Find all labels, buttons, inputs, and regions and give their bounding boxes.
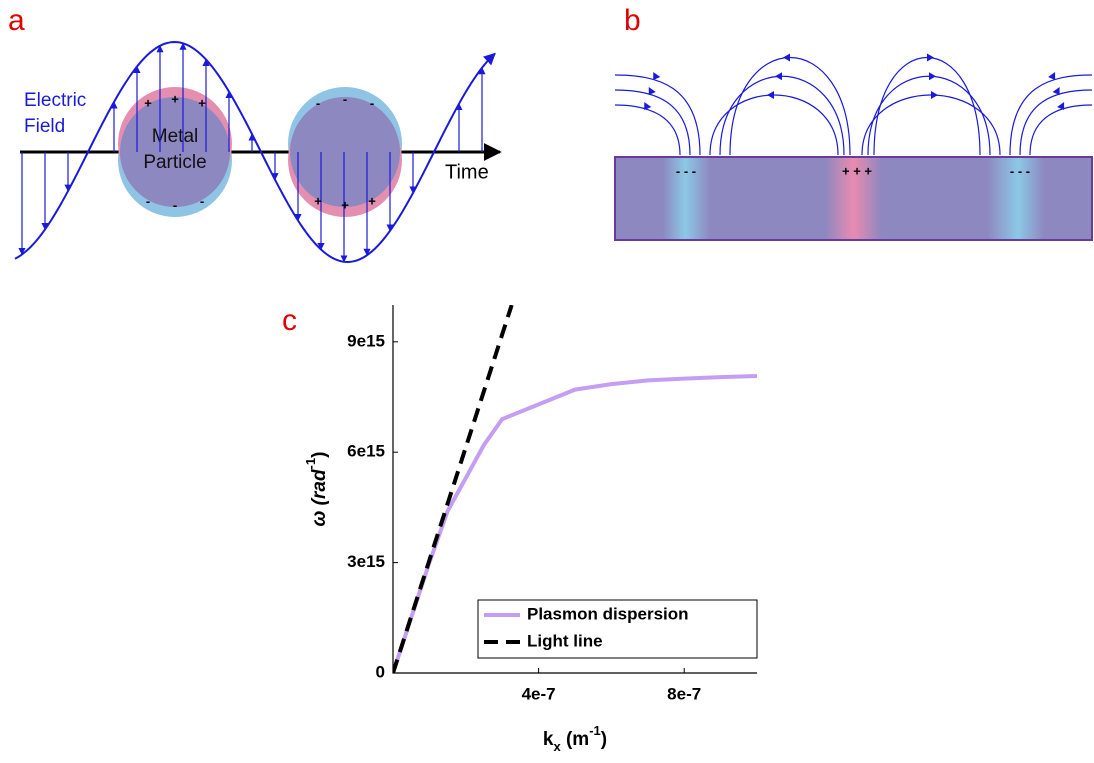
x-label-part: (m (561, 729, 590, 750)
y-tick-label: 0 (376, 662, 385, 681)
charge: + (144, 95, 152, 110)
field-arrow-head (1053, 87, 1060, 95)
x-tick-label: 4e-7 (522, 684, 556, 703)
field-arrow-head (644, 102, 651, 110)
x-label-part: ) (601, 729, 607, 750)
charge: - - - (676, 163, 696, 178)
charge: + + + (842, 163, 872, 178)
charge: + (314, 193, 322, 208)
field-arrow-head (653, 72, 660, 80)
field-line (710, 95, 838, 155)
x-axis-label: kx (m-1) (543, 723, 607, 754)
x-tick-label: 8e-7 (667, 684, 701, 703)
field-line (615, 105, 680, 155)
field-line (1030, 105, 1092, 155)
panel-label: b (624, 4, 641, 37)
particle (290, 97, 400, 207)
field-arrow-head (1057, 102, 1064, 110)
charge: + (198, 95, 206, 110)
particle-label: Particle (143, 152, 206, 173)
field-arrow-head (929, 72, 936, 80)
charge: - - - (1010, 163, 1030, 178)
charge: - (146, 193, 150, 208)
y-label-part: ) (309, 452, 330, 458)
charge: - (316, 95, 320, 110)
field-label: Electric (24, 90, 86, 111)
field-label: Field (24, 116, 65, 137)
y-label-part: ω (rad (309, 469, 330, 526)
y-label-part: -1 (303, 458, 318, 470)
field-arrow-head (927, 54, 934, 62)
y-tick-label: 9e15 (347, 331, 385, 350)
field-line (720, 76, 844, 155)
legend-label: Light line (527, 631, 603, 650)
x-label-part: k (543, 729, 554, 750)
charge: - (173, 197, 177, 212)
field-arrow-head (931, 91, 938, 99)
figure: a Electric Field Metal Particle Time + + +… (0, 0, 1094, 763)
panel-b: b - - - + + + - - - (615, 4, 1092, 240)
charge: - (200, 193, 204, 208)
field-arrow-head (1048, 72, 1055, 80)
field-arrow-head (775, 72, 782, 80)
panel-a: a Electric Field Metal Particle Time + + +… (8, 4, 500, 262)
charge: + (171, 91, 179, 106)
charge: + (341, 197, 349, 212)
y-axis-label: ω (rad-1) (303, 452, 330, 527)
panel-label: c (282, 304, 297, 337)
field-line (868, 76, 990, 155)
y-tick-label: 3e15 (347, 552, 385, 571)
field-arrow-head (767, 91, 774, 99)
axis-label: Time (445, 161, 489, 183)
field-arrow-head (649, 87, 656, 95)
charge: - (343, 91, 347, 106)
field-line (1010, 75, 1092, 155)
particle-label: Metal (152, 126, 198, 147)
charge: - (370, 95, 374, 110)
field-line (615, 75, 700, 155)
field-arrow-head (783, 54, 790, 62)
charge: + (368, 193, 376, 208)
panel-label: a (8, 4, 25, 37)
x-label-part: -1 (589, 723, 601, 738)
legend-label: Plasmon dispersion (527, 604, 689, 623)
y-tick-label: 6e15 (347, 442, 385, 461)
